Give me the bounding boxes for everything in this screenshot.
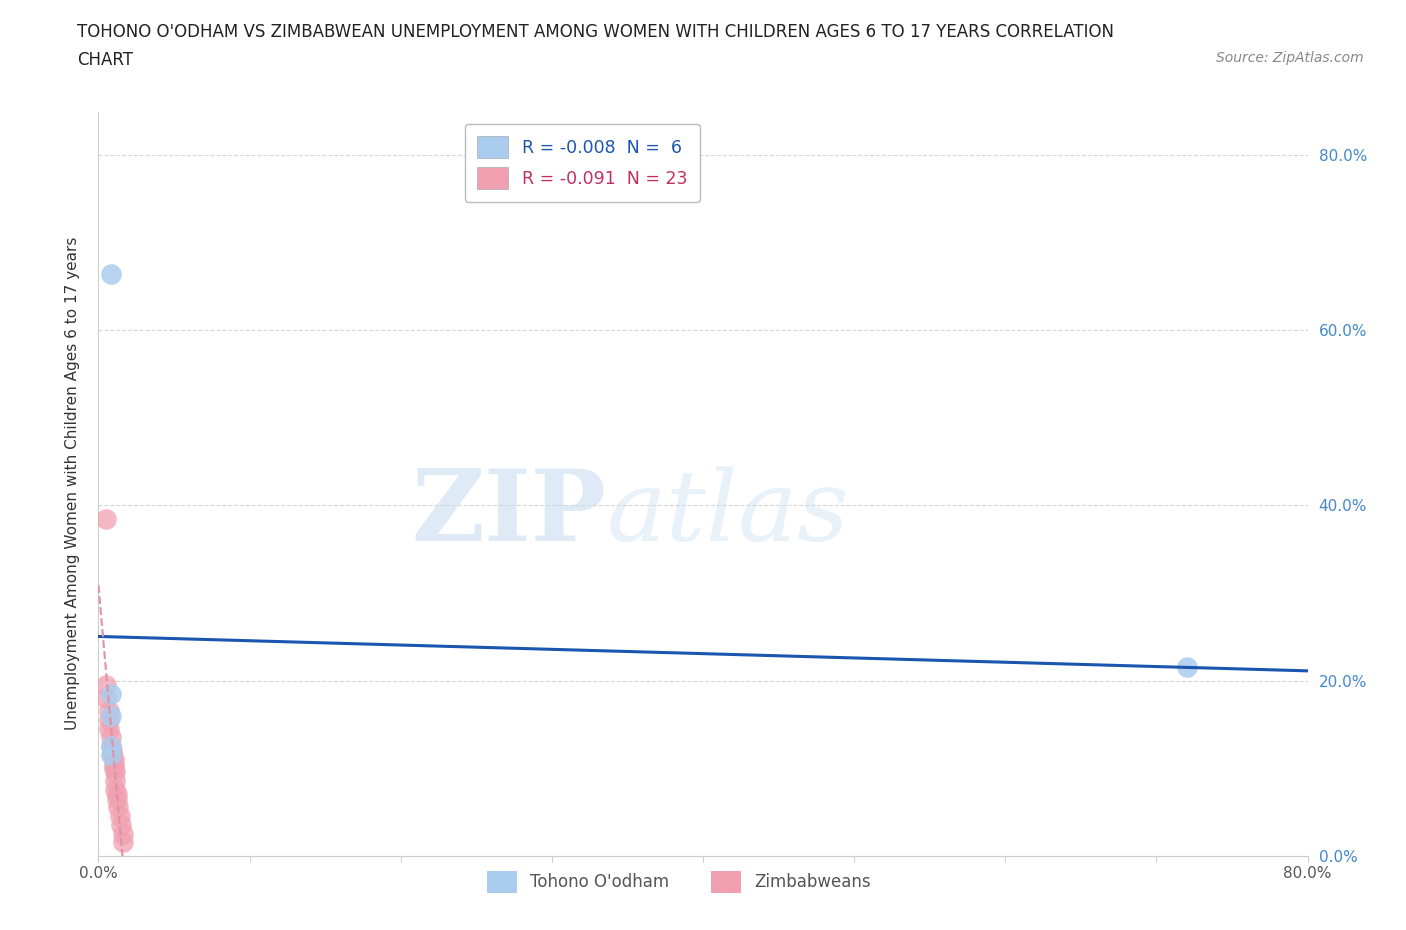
Point [108, 809, 131, 824]
Point [107, 800, 129, 815]
Point [101, 743, 124, 758]
Point [101, 748, 124, 763]
Point [110, 817, 132, 832]
Point [103, 756, 125, 771]
Text: TOHONO O'ODHAM VS ZIMBABWEAN UNEMPLOYMENT AMONG WOMEN WITH CHILDREN AGES 6 TO 17: TOHONO O'ODHAM VS ZIMBABWEAN UNEMPLOYMEN… [77, 23, 1115, 41]
Text: Source: ZipAtlas.com: Source: ZipAtlas.com [1216, 51, 1364, 65]
Point [100, 730, 122, 745]
Point [94, 512, 117, 526]
Point [100, 748, 122, 763]
Point [94, 691, 117, 706]
Text: ZIP: ZIP [412, 465, 606, 562]
Point [111, 835, 134, 850]
Point [105, 787, 128, 802]
Point [98, 704, 121, 719]
Point [94, 677, 117, 692]
Legend: Tohono O'odham, Zimbabweans: Tohono O'odham, Zimbabweans [479, 865, 877, 899]
Point [100, 686, 122, 701]
Point [111, 826, 134, 841]
Point [100, 708, 122, 723]
Point [98, 712, 121, 727]
Point [103, 761, 125, 776]
Point [103, 751, 125, 766]
Point [98, 722, 121, 737]
Point [100, 738, 122, 753]
Point [105, 791, 128, 806]
Point [104, 774, 127, 789]
Point [104, 765, 127, 780]
Point [104, 782, 127, 797]
Point [100, 738, 122, 753]
Text: CHART: CHART [77, 51, 134, 69]
Y-axis label: Unemployment Among Women with Children Ages 6 to 17 years: Unemployment Among Women with Children A… [65, 237, 80, 730]
Point [100, 266, 122, 281]
Point [1175, 660, 1198, 675]
Text: atlas: atlas [606, 466, 849, 561]
